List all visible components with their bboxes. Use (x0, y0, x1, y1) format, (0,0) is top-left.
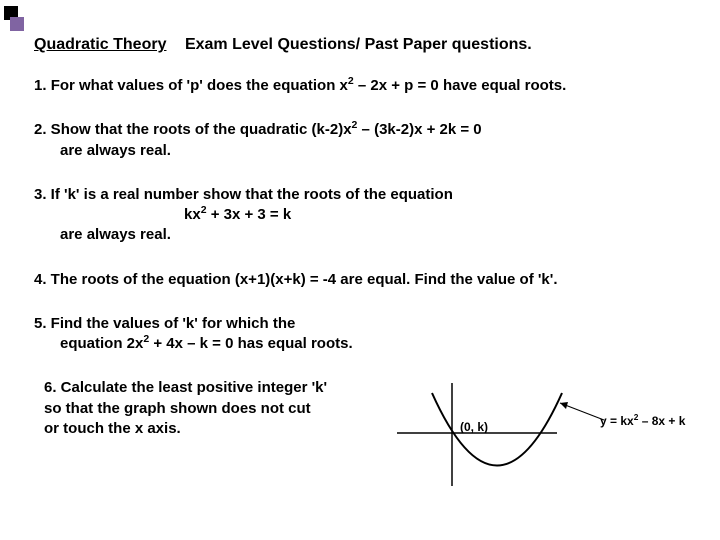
question-3: 3. If 'k' is a real number show that the… (34, 185, 692, 246)
graph-point-label: (0, k) (460, 420, 488, 434)
title-main: Quadratic Theory (34, 36, 166, 53)
q3-line3: are always real. (60, 226, 171, 243)
q3-line1: If 'k' is a real number show that the ro… (47, 186, 453, 203)
slide-accent (0, 0, 18, 28)
eq-post: – 8x + k (638, 414, 685, 428)
header: Quadratic Theory Exam Level Questions/ P… (34, 36, 692, 54)
question-6-row: 6. Calculate the least positive integer … (34, 378, 692, 488)
q1-text-post: – 2x + p = 0 have equal roots. (354, 77, 567, 94)
graph-svg (382, 378, 692, 488)
q6-line3: or touch the x axis. (44, 420, 181, 437)
question-6: 6. Calculate the least positive integer … (44, 378, 372, 439)
q3-number: 3. (34, 186, 47, 203)
q4-number: 4. (34, 271, 47, 288)
question-4: 4. The roots of the equation (x+1)(x+k) … (34, 270, 692, 290)
q2-pre: Show that the roots of the quadratic (k-… (47, 121, 352, 138)
q2-line2: are always real. (60, 142, 171, 159)
q5-number: 5. (34, 315, 47, 332)
q6-line1: Calculate the least positive integer 'k' (57, 379, 328, 396)
eq-pre: y = kx (600, 414, 634, 428)
q2-post: – (3k-2)x + 2k = 0 (357, 121, 481, 138)
q3-eq: kx2 + 3x + 3 = k (184, 206, 291, 223)
q4-text: The roots of the equation (x+1)(x+k) = -… (47, 271, 558, 288)
slide-content: Quadratic Theory Exam Level Questions/ P… (0, 0, 720, 500)
arrow-head (560, 402, 568, 409)
q5-l2-pre: equation 2x (60, 335, 143, 352)
q5-line1: Find the values of 'k' for which the (47, 315, 296, 332)
q1-text-pre: For what values of 'p' does the equation… (51, 77, 348, 94)
graph: (0, k) y = kx2 – 8x + k (382, 378, 692, 488)
q5-l2-post: + 4x – k = 0 has equal roots. (149, 335, 352, 352)
q5-line2: equation 2x2 + 4x – k = 0 has equal root… (60, 335, 353, 352)
question-5: 5. Find the values of 'k' for which the … (34, 314, 692, 355)
q3-eq-post: + 3x + 3 = k (207, 206, 292, 223)
q6-line2: so that the graph shown does not cut (44, 400, 311, 417)
question-1: 1. For what values of 'p' does the equat… (34, 76, 692, 96)
graph-equation: y = kx2 – 8x + k (600, 414, 685, 428)
title-subtitle: Exam Level Questions/ Past Paper questio… (185, 36, 532, 53)
q1-number: 1. (34, 77, 47, 94)
q2-number: 2. (34, 121, 47, 138)
q3-eq-pre: kx (184, 206, 201, 223)
accent-square-purple (10, 17, 24, 31)
q6-number: 6. (44, 379, 57, 396)
question-2: 2. Show that the roots of the quadratic … (34, 120, 692, 161)
